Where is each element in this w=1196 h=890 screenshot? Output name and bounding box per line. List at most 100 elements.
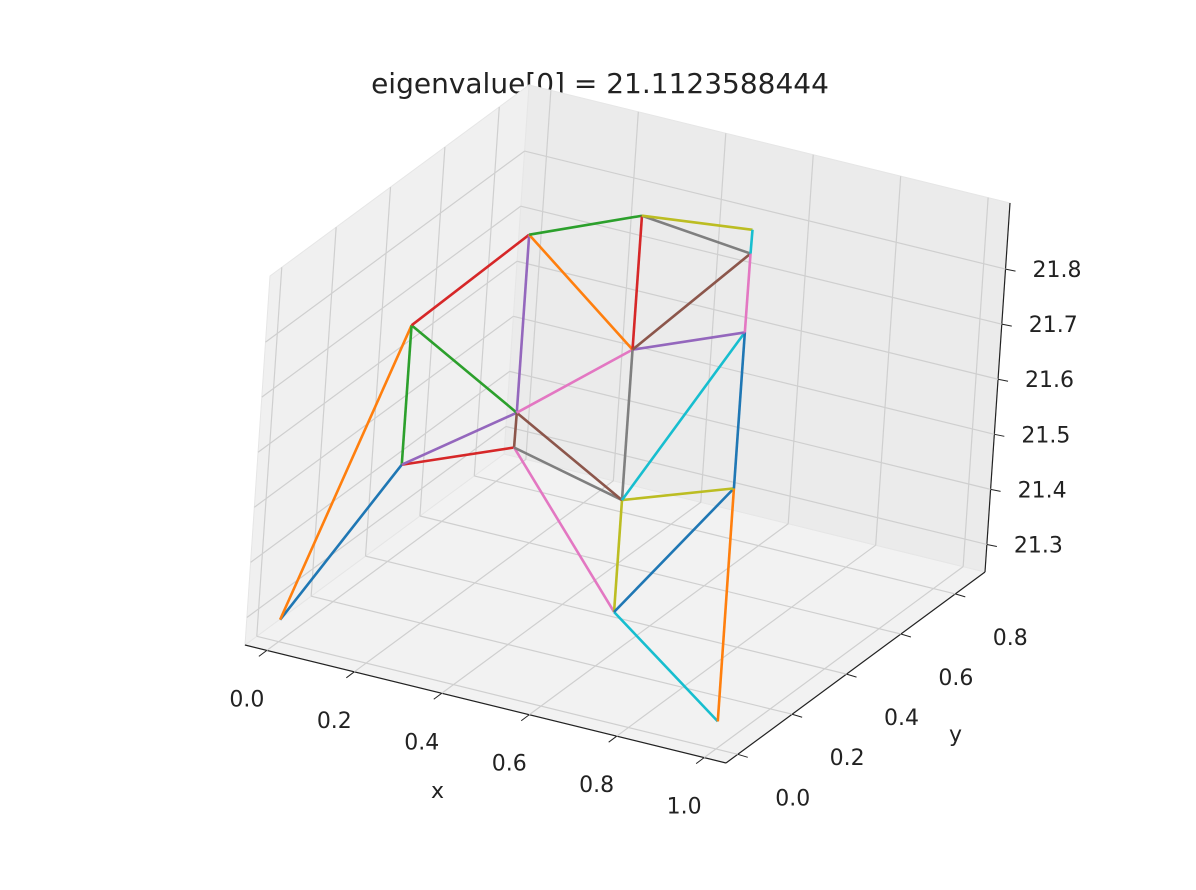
grid-line bbox=[516, 260, 999, 380]
left-pane bbox=[244, 83, 530, 647]
grid-line bbox=[787, 154, 814, 524]
grid-line bbox=[250, 370, 510, 563]
line bbox=[631, 215, 644, 350]
grid-line bbox=[473, 106, 500, 476]
x-tick bbox=[346, 671, 355, 679]
grid-line bbox=[266, 458, 527, 651]
line bbox=[400, 325, 413, 465]
z-tick-label: 21.6 bbox=[1025, 368, 1074, 393]
line bbox=[613, 487, 735, 613]
y-tick bbox=[792, 713, 803, 718]
grid-line bbox=[311, 595, 793, 715]
line bbox=[512, 412, 519, 448]
line bbox=[620, 331, 746, 501]
grid-line bbox=[353, 480, 614, 673]
grid-line bbox=[616, 544, 877, 737]
y-tick bbox=[900, 633, 912, 638]
line bbox=[621, 487, 735, 502]
grid-line bbox=[528, 523, 789, 716]
grid-line bbox=[509, 370, 991, 490]
grid-line bbox=[261, 205, 522, 398]
y-tick bbox=[955, 593, 966, 598]
line bbox=[632, 331, 746, 351]
z-tick bbox=[1005, 268, 1016, 272]
x-tick-label: 0.4 bbox=[404, 730, 439, 755]
z-tick bbox=[994, 433, 1005, 437]
y-tick bbox=[737, 753, 748, 758]
grid-line bbox=[310, 227, 337, 597]
line bbox=[732, 332, 747, 489]
grid-line bbox=[265, 150, 525, 343]
z-tick bbox=[986, 543, 997, 547]
y-tick-label: 0.6 bbox=[938, 666, 973, 691]
grid-line bbox=[365, 555, 847, 675]
z-tick-label: 21.3 bbox=[1014, 533, 1063, 558]
line bbox=[612, 500, 624, 613]
axis-line bbox=[725, 571, 986, 764]
line bbox=[401, 411, 518, 466]
line bbox=[613, 611, 719, 723]
line bbox=[410, 324, 518, 414]
line bbox=[641, 214, 751, 255]
grid-line bbox=[962, 197, 989, 567]
x-tick bbox=[433, 692, 443, 700]
grid-line bbox=[524, 150, 1006, 270]
line bbox=[641, 214, 753, 232]
z-tick-label: 21.7 bbox=[1029, 313, 1078, 338]
grid-line bbox=[246, 425, 507, 618]
z-tick bbox=[990, 488, 1001, 492]
grid-line bbox=[256, 267, 283, 637]
grid-line bbox=[419, 515, 902, 635]
chart-title: eigenvalue[0] = 21.1123588444 bbox=[371, 67, 829, 100]
y-tick-label: 0.2 bbox=[830, 746, 865, 771]
grid-line bbox=[525, 90, 552, 460]
x-tick bbox=[695, 757, 705, 765]
line bbox=[278, 324, 413, 621]
x-tick bbox=[608, 735, 617, 743]
y-axis-label: y bbox=[949, 723, 962, 748]
grid-line bbox=[612, 111, 639, 481]
line bbox=[620, 349, 634, 501]
grid-line bbox=[875, 176, 902, 546]
axis-line bbox=[984, 202, 1011, 573]
line bbox=[515, 234, 531, 413]
x-tick-label: 0.2 bbox=[317, 709, 352, 734]
y-tick-label: 0.0 bbox=[775, 786, 810, 811]
z-tick-label: 21.5 bbox=[1021, 423, 1070, 448]
x-tick-label: 0.8 bbox=[579, 773, 614, 798]
line bbox=[515, 411, 623, 502]
axis-line bbox=[244, 644, 727, 764]
line bbox=[631, 252, 752, 351]
x-tick-label: 0.6 bbox=[492, 752, 527, 777]
x-tick-label: 1.0 bbox=[667, 795, 702, 820]
line bbox=[401, 446, 515, 467]
grid-line bbox=[513, 315, 995, 435]
z-tick bbox=[997, 378, 1009, 382]
x-axis-label: x bbox=[431, 779, 444, 804]
grid-line bbox=[256, 635, 738, 755]
x-tick bbox=[258, 649, 268, 657]
grid-line bbox=[520, 205, 1002, 325]
line bbox=[716, 488, 736, 722]
z-tick-label: 21.4 bbox=[1018, 478, 1067, 503]
line bbox=[528, 214, 643, 236]
grid-line bbox=[441, 501, 702, 694]
line bbox=[279, 463, 403, 621]
line bbox=[512, 446, 616, 613]
line bbox=[513, 446, 623, 502]
z-tick-label: 21.8 bbox=[1033, 258, 1082, 283]
grid-line bbox=[257, 260, 518, 453]
y-tick-label: 0.4 bbox=[884, 706, 919, 731]
grid-line bbox=[505, 425, 988, 546]
x-tick bbox=[520, 714, 530, 722]
line bbox=[528, 233, 634, 351]
x-tick-label: 0.0 bbox=[229, 687, 264, 712]
grid-line bbox=[703, 566, 964, 759]
y-tick-label: 0.8 bbox=[993, 626, 1028, 651]
line bbox=[749, 229, 754, 254]
grid-line bbox=[253, 315, 514, 508]
line bbox=[410, 233, 530, 327]
grid-line bbox=[700, 133, 727, 503]
grid-line bbox=[474, 475, 956, 595]
